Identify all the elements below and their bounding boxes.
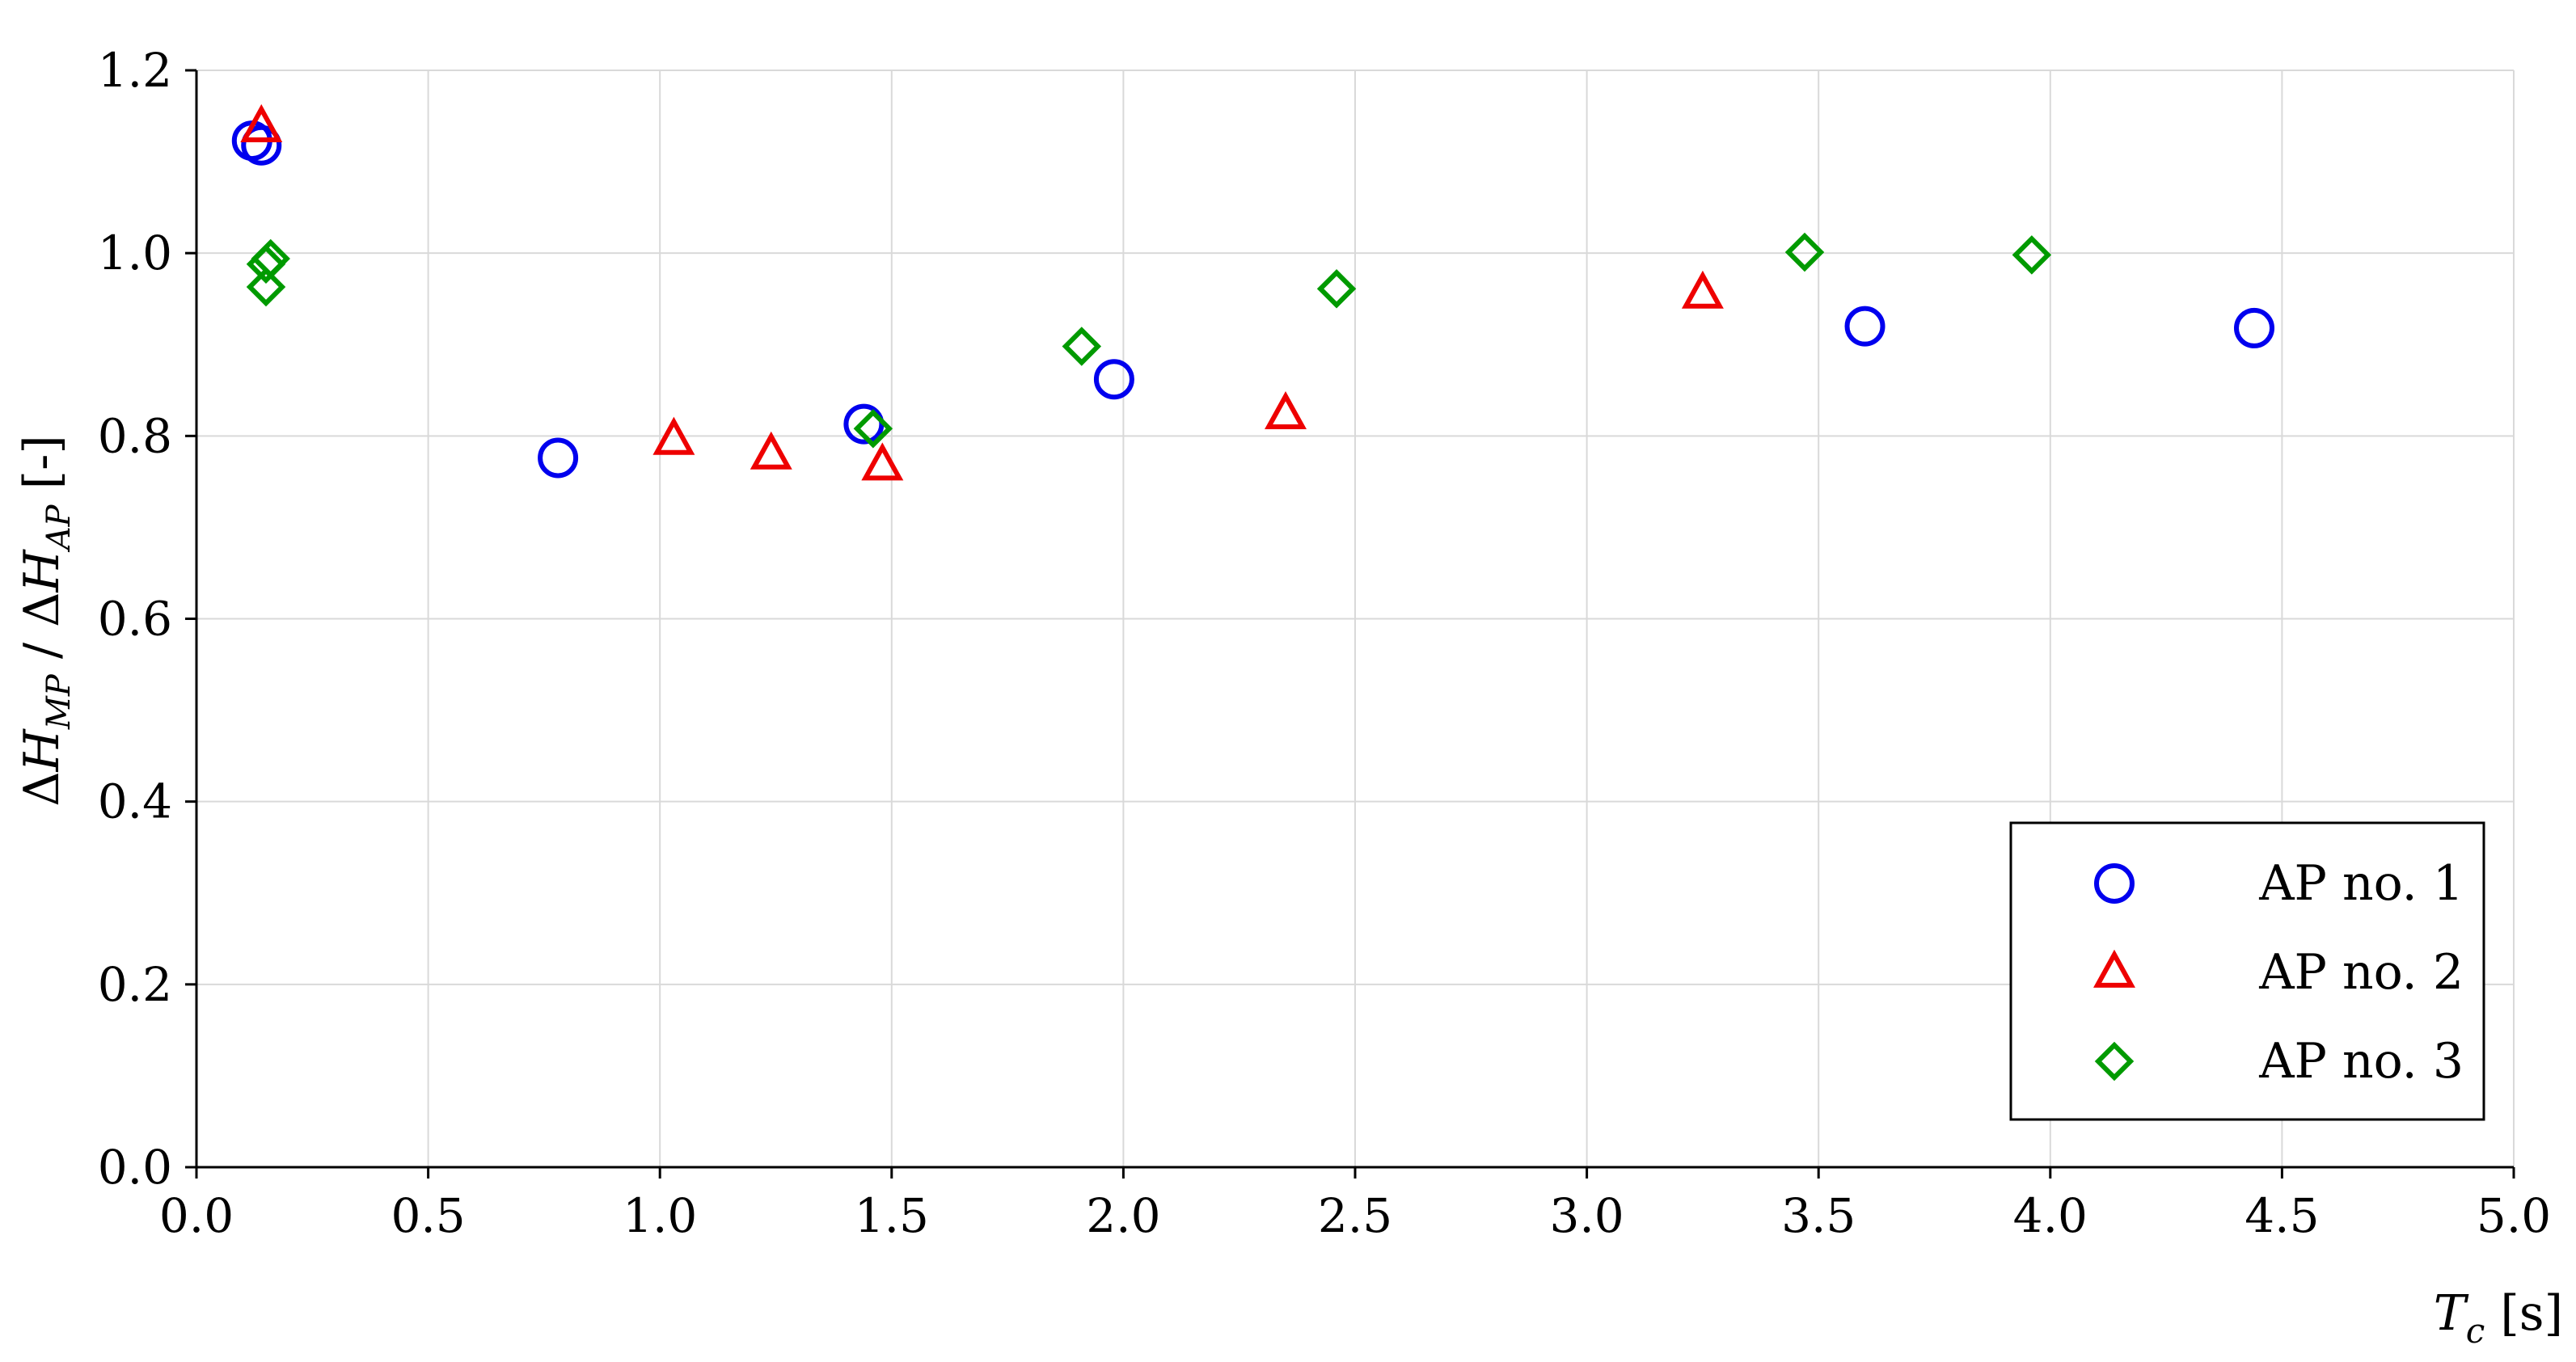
legend-label: AP no. 2: [2258, 944, 2464, 1001]
circle-point: [241, 124, 282, 166]
legend-label: AP no. 1: [2258, 855, 2464, 912]
legend-item: AP no. 1: [2094, 855, 2464, 912]
y-axis-delta-1: Δ: [14, 771, 70, 806]
series-2: [240, 103, 1724, 481]
y-axis-subscript-2: AP: [40, 504, 78, 553]
y-tick-label: 0.8: [98, 408, 172, 463]
circle-point: [1093, 359, 1134, 400]
diamond-point: [1062, 327, 1102, 366]
y-axis-subscript-1: MP: [40, 673, 78, 730]
legend: AP no. 1 AP no. 2 AP no. 3: [2009, 821, 2485, 1121]
x-axis-symbol: T: [2434, 1285, 2469, 1342]
legend-item: AP no. 3: [2094, 1033, 2464, 1090]
series-1: [231, 120, 2275, 479]
diamond-point: [853, 409, 893, 449]
x-tick-label: 4.0: [2013, 1188, 2088, 1243]
circle-point: [2234, 307, 2275, 348]
y-tick-label: 0.6: [98, 592, 172, 647]
legend-circle-icon: [2094, 863, 2135, 904]
x-tick-label: 3.0: [1549, 1188, 1624, 1243]
y-axis-symbol-2: H: [14, 549, 70, 593]
y-tick-label: 0.2: [98, 957, 172, 1012]
y-ticks: 0.0 0.2 0.4 0.6 0.8 1.0 1.2: [98, 43, 196, 1195]
series-3: [246, 232, 2052, 449]
legend-box: [2009, 821, 2485, 1121]
triangle-point: [1681, 270, 1724, 309]
legend-triangle-icon: [2093, 949, 2135, 988]
y-tick-label: 1.2: [98, 43, 172, 98]
x-axis-unit: [s]: [2485, 1285, 2563, 1342]
data-points: [231, 103, 2275, 481]
triangle-point: [652, 416, 695, 455]
y-axis-delta-2: Δ: [14, 592, 70, 627]
y-tick-label: 1.0: [98, 226, 172, 280]
x-tick-label: 0.0: [159, 1188, 234, 1243]
y-axis-title: ΔHMP / ΔHAP [-]: [14, 435, 78, 807]
y-axis-symbol-1: H: [14, 727, 70, 772]
triangle-point: [750, 431, 792, 470]
diamond-point: [2012, 235, 2052, 275]
x-tick-label: 5.0: [2477, 1188, 2551, 1243]
x-tick-label: 3.5: [1781, 1188, 1856, 1243]
y-tick-label: 0.4: [98, 774, 172, 829]
x-tick-label: 4.5: [2244, 1188, 2319, 1243]
diamond-point: [1784, 232, 1825, 272]
x-axis-subscript: c: [2466, 1311, 2485, 1351]
x-ticks: 0.0 0.5 1.0 1.5 2.0 2.5 3.0 3.5 4.0 4.5 5.0: [159, 1167, 2551, 1243]
triangle-point: [861, 442, 904, 481]
triangle-point: [1265, 390, 1307, 430]
x-axis-title: Tc [s]: [2434, 1285, 2563, 1351]
circle-point: [1844, 306, 1886, 347]
grid: [196, 70, 2515, 1167]
legend-label: AP no. 3: [2258, 1033, 2464, 1090]
x-tick-label: 1.0: [623, 1188, 697, 1243]
y-axis-unit: [-]: [14, 435, 70, 504]
x-tick-label: 2.5: [1318, 1188, 1392, 1243]
triangle-point: [240, 103, 283, 142]
legend-item: AP no. 2: [2093, 944, 2464, 1001]
x-tick-label: 0.5: [391, 1188, 465, 1243]
legend-diamond-icon: [2094, 1041, 2135, 1082]
diamond-point: [251, 238, 290, 279]
y-tick-label: 0.0: [98, 1140, 172, 1195]
diamond-point: [246, 267, 286, 307]
x-tick-label: 1.5: [855, 1188, 929, 1243]
x-tick-label: 2.0: [1086, 1188, 1160, 1243]
y-axis-separator: /: [14, 627, 70, 674]
diamond-point: [1316, 269, 1357, 309]
circle-point: [538, 437, 579, 479]
